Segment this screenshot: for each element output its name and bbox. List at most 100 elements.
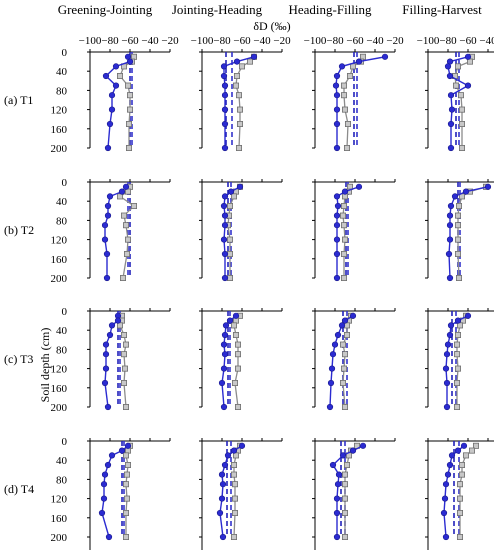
gray-series-point <box>236 106 243 113</box>
column-title-2: Heading-Filling <box>288 2 372 17</box>
y-tick-label: 80 <box>56 344 68 356</box>
gray-series-point <box>454 250 461 257</box>
gray-series-point <box>458 106 465 113</box>
gray-series-point <box>124 495 131 502</box>
panel-0-2 <box>312 49 396 152</box>
blue-series-point <box>442 533 450 541</box>
blue-series-point <box>220 236 228 243</box>
y-tick-label: 80 <box>56 85 68 97</box>
blue-series-point <box>221 222 229 229</box>
gray-series-point <box>226 274 233 281</box>
x-tick-label: −80 <box>213 35 231 47</box>
gray-series-point <box>233 73 240 80</box>
gray-series-point <box>458 461 465 468</box>
blue-series-point <box>448 452 456 459</box>
gray-series-point <box>230 193 237 200</box>
blue-series-line <box>221 315 237 408</box>
blue-series-point <box>232 312 240 319</box>
gray-series-line <box>119 315 127 408</box>
blue-series-point <box>104 212 112 219</box>
gray-series-line <box>125 445 131 537</box>
blue-series-point <box>221 120 229 128</box>
blue-series-point <box>339 452 347 459</box>
blue-series-point <box>333 144 341 152</box>
y-tick-label: 200 <box>51 273 68 285</box>
gray-series-point <box>454 212 461 219</box>
panel-1-0 <box>87 179 171 282</box>
gray-series-point <box>234 365 241 372</box>
blue-series-point <box>333 236 341 243</box>
gray-series-point <box>121 379 128 386</box>
y-tick-label: 160 <box>51 124 68 136</box>
blue-series-point <box>101 379 109 387</box>
gray-series-point <box>340 82 347 89</box>
blue-series-point <box>226 317 234 324</box>
gray-series-line <box>454 56 473 148</box>
y-tick-label: 160 <box>51 383 68 395</box>
gray-series-point <box>238 63 245 70</box>
x-tick-label: −60 <box>346 35 364 47</box>
blue-series-point <box>334 481 342 488</box>
x-tick-label: −20 <box>273 35 291 47</box>
blue-series-point <box>106 193 114 200</box>
blue-series-point <box>448 106 456 113</box>
blue-series-point <box>447 144 455 152</box>
blue-series-point <box>446 212 454 219</box>
blue-series-point <box>464 53 472 60</box>
blue-series-line <box>448 186 489 279</box>
gray-series-point <box>226 236 233 243</box>
gray-series-point <box>127 92 134 99</box>
gray-series-point <box>232 331 239 338</box>
gray-series-point <box>232 82 239 89</box>
panel-2-3 <box>425 308 494 411</box>
gray-series-point <box>339 212 346 219</box>
blue-series-point <box>114 317 122 324</box>
panel-0-0 <box>87 49 171 152</box>
panel-2-2 <box>312 308 396 411</box>
y-tick-label: 120 <box>51 364 68 376</box>
y-tick-label: 80 <box>56 474 68 486</box>
blue-series-point <box>220 403 228 411</box>
gray-series-point <box>340 202 347 209</box>
blue-series-point <box>102 341 110 348</box>
blue-series-point <box>333 92 341 99</box>
panel-3-3 <box>425 438 494 550</box>
blue-series-point <box>484 183 492 190</box>
blue-series-point <box>218 495 226 502</box>
gray-series-point <box>454 236 461 243</box>
gray-series-point <box>344 121 351 128</box>
blue-series-point <box>218 471 226 478</box>
y-tick-label: 0 <box>62 177 68 189</box>
blue-series-point <box>221 461 229 469</box>
x-tick-label: −40 <box>141 35 159 47</box>
gray-series-point <box>226 202 233 209</box>
gray-series-point <box>452 82 459 89</box>
y-axis-label: Soil depth (cm) <box>38 328 52 403</box>
row-label-3: (d) T4 <box>4 482 34 496</box>
blue-series-point <box>446 274 454 282</box>
gray-series-point <box>130 202 137 209</box>
column-title-3: Filling-Harvest <box>402 2 482 17</box>
gray-series-point <box>346 73 353 80</box>
gray-series-point <box>122 365 129 372</box>
gray-series-point <box>246 58 253 65</box>
gray-series-point <box>340 274 347 281</box>
gray-series-point <box>234 341 241 348</box>
blue-series-line <box>329 315 354 408</box>
blue-series-point <box>238 442 246 449</box>
row-label-1: (b) T2 <box>4 223 34 237</box>
blue-series-point <box>326 403 334 411</box>
gray-series-line <box>459 445 477 537</box>
gray-series-point <box>453 341 460 348</box>
y-tick-label: 160 <box>51 513 68 525</box>
blue-series-point <box>221 331 229 339</box>
gray-series-point <box>340 250 347 257</box>
blue-series-point <box>447 202 455 210</box>
x-tick-label: −80 <box>326 35 344 47</box>
blue-series-point <box>440 509 448 517</box>
blue-series-point <box>341 188 349 195</box>
blue-series-point <box>464 82 472 89</box>
blue-series-point <box>446 461 454 469</box>
blue-series-point <box>338 322 346 329</box>
blue-series-point <box>444 471 452 478</box>
